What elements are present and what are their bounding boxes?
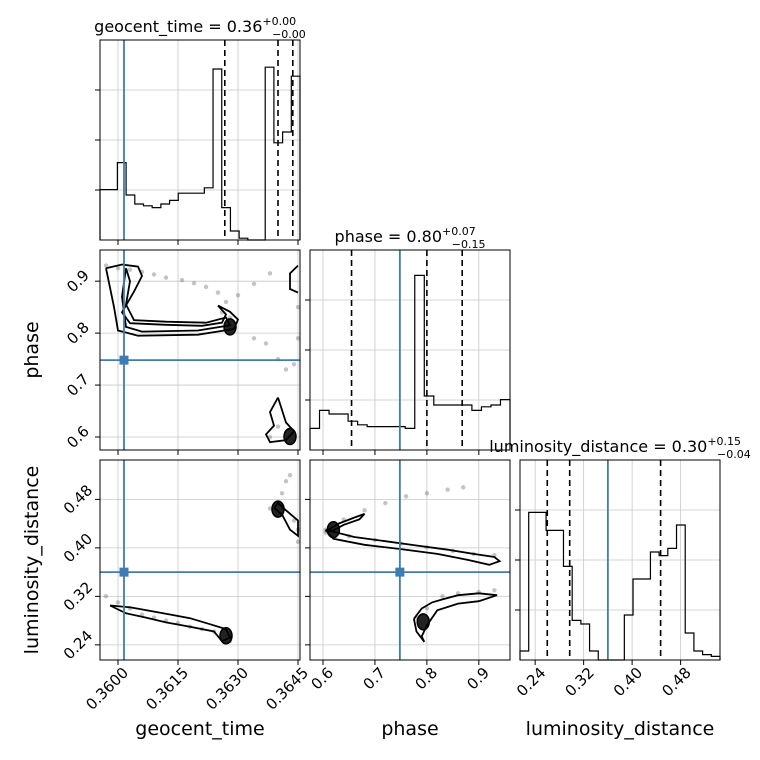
density-core bbox=[416, 613, 430, 631]
sample-point bbox=[115, 600, 121, 605]
scatter-panel-geocent_time-vs-phase bbox=[95, 249, 301, 455]
contour-line bbox=[273, 501, 299, 538]
sample-point bbox=[263, 341, 269, 346]
histogram-luminosity_distance bbox=[519, 511, 721, 661]
sample-point bbox=[215, 290, 221, 295]
panel-content bbox=[100, 460, 300, 660]
panel-content bbox=[310, 460, 510, 660]
x-axis-label-phase: phase bbox=[381, 718, 438, 740]
sample-point bbox=[163, 275, 169, 280]
sample-point bbox=[445, 487, 450, 492]
x-axis-label-luminosity-distance: luminosity_distance bbox=[526, 718, 715, 740]
truth-point bbox=[119, 567, 129, 577]
histogram-geocent_time bbox=[99, 66, 301, 241]
truth-point bbox=[119, 355, 129, 365]
sample-point bbox=[403, 494, 409, 499]
sample-point bbox=[295, 336, 300, 341]
sample-point bbox=[251, 281, 257, 286]
panel-frame bbox=[309, 249, 511, 451]
sample-point bbox=[179, 277, 185, 283]
y-tick-label-luminosity_distance: 0.48 bbox=[60, 481, 96, 517]
x-tick-label-luminosity_distance: 0.40 bbox=[610, 664, 646, 700]
sample-point bbox=[283, 479, 289, 484]
sample-point bbox=[440, 594, 445, 599]
x-tick-label-phase: 0.9 bbox=[463, 664, 493, 694]
title-phase: phase = 0.80+0.07 −0.15 bbox=[335, 225, 486, 251]
x-tick-label-geocent_time: 0.3615 bbox=[142, 664, 192, 714]
panel-frame bbox=[99, 39, 301, 241]
sample-point bbox=[151, 272, 157, 277]
sample-point bbox=[291, 518, 297, 523]
sample-point bbox=[103, 263, 109, 268]
y-tick-label-phase: 0.8 bbox=[63, 318, 93, 348]
sample-point bbox=[251, 336, 257, 341]
contour-line bbox=[325, 513, 366, 533]
hist-panel-luminosity_distance bbox=[515, 459, 721, 665]
sample-point bbox=[267, 506, 273, 511]
sample-point bbox=[267, 271, 273, 276]
y-tick-label-phase: 0.6 bbox=[63, 422, 93, 452]
sample-point bbox=[127, 267, 133, 272]
histogram-phase bbox=[309, 274, 511, 450]
sample-point bbox=[424, 491, 430, 496]
y-axis-label-phase: phase bbox=[21, 321, 43, 378]
y-tick-label-phase: 0.7 bbox=[63, 370, 93, 400]
truth-point bbox=[395, 567, 405, 577]
sample-point bbox=[295, 304, 300, 310]
y-tick-label-phase: 0.9 bbox=[63, 266, 93, 296]
y-tick-label-luminosity_distance: 0.32 bbox=[60, 578, 96, 614]
sample-point bbox=[287, 472, 293, 478]
sample-point bbox=[203, 284, 209, 290]
x-tick-label-phase: 0.8 bbox=[411, 664, 441, 694]
contour-line bbox=[324, 528, 502, 566]
x-tick-label-geocent_time: 0.3600 bbox=[82, 664, 132, 714]
sample-point bbox=[295, 539, 300, 545]
sample-point bbox=[223, 299, 229, 305]
sample-point bbox=[283, 367, 289, 372]
x-tick-label-luminosity_distance: 0.48 bbox=[658, 664, 694, 700]
sample-point bbox=[461, 485, 466, 490]
y-tick-label-luminosity_distance: 0.40 bbox=[60, 530, 96, 566]
sample-point bbox=[291, 362, 297, 367]
x-tick-label-geocent_time: 0.3630 bbox=[202, 664, 252, 714]
hist-panel-phase bbox=[305, 249, 511, 455]
sample-point bbox=[115, 265, 121, 271]
contour-line bbox=[121, 267, 232, 333]
scatter-panel-phase-vs-luminosity_distance bbox=[305, 459, 511, 665]
y-tick-label-luminosity_distance: 0.24 bbox=[60, 627, 96, 663]
contour-line bbox=[264, 397, 296, 444]
panel-frame bbox=[99, 459, 301, 661]
contour-line bbox=[413, 592, 498, 643]
sample-point bbox=[279, 491, 285, 496]
panel-frame bbox=[99, 249, 301, 451]
contour-line bbox=[289, 264, 299, 294]
sample-point bbox=[383, 500, 388, 506]
x-tick-label-luminosity_distance: 0.32 bbox=[561, 664, 597, 700]
sample-point bbox=[492, 588, 497, 593]
x-tick-label-phase: 0.7 bbox=[359, 664, 389, 694]
sample-point bbox=[235, 292, 241, 298]
x-tick-label-phase: 0.6 bbox=[308, 664, 338, 694]
x-axis-label-geocent-time: geocent_time bbox=[135, 718, 264, 740]
title-geocent-time: geocent_time = 0.36+0.00 −0.00 bbox=[94, 15, 306, 41]
sample-point bbox=[191, 281, 197, 286]
x-tick-label-luminosity_distance: 0.24 bbox=[513, 664, 549, 700]
title-luminosity-distance: luminosity_distance = 0.30+0.15 −0.04 bbox=[489, 435, 751, 461]
contour-line bbox=[109, 604, 232, 643]
sample-point bbox=[424, 606, 430, 611]
scatter-panel-geocent_time-vs-luminosity_distance bbox=[95, 459, 301, 665]
y-axis-label-luminosity-distance: luminosity_distance bbox=[21, 466, 43, 655]
panel-frame bbox=[519, 459, 721, 661]
density-core bbox=[219, 627, 233, 645]
sample-point bbox=[362, 508, 367, 513]
x-tick-label-geocent_time: 0.3645 bbox=[262, 664, 312, 714]
hist-panel-geocent_time bbox=[95, 39, 301, 245]
panel-content bbox=[100, 250, 300, 450]
sample-point bbox=[103, 594, 109, 599]
sample-point bbox=[275, 424, 281, 429]
panel-frame bbox=[309, 459, 511, 661]
